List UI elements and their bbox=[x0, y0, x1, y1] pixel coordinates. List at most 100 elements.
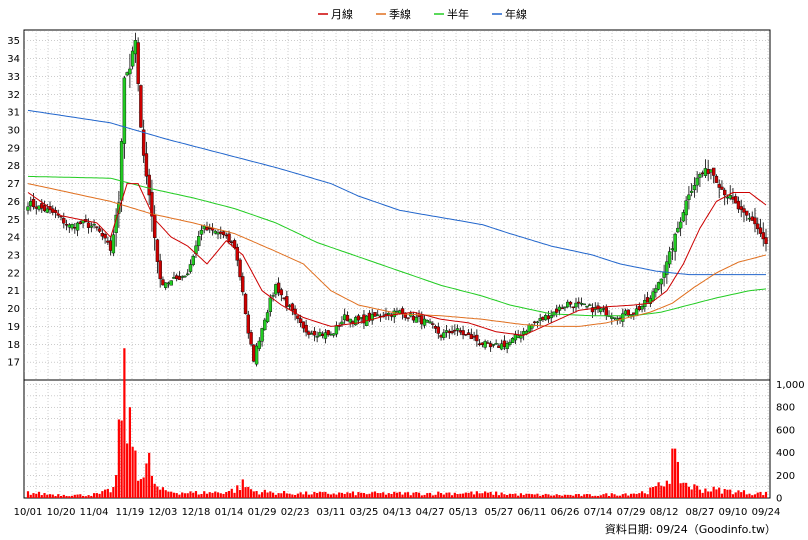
volume-bar bbox=[654, 486, 657, 498]
candle-body bbox=[563, 306, 567, 309]
candle-body bbox=[477, 343, 482, 345]
x-tick-label: 08/27 bbox=[685, 507, 714, 518]
volume-bar bbox=[194, 491, 198, 498]
candle-body bbox=[183, 275, 187, 278]
candle-body bbox=[147, 174, 151, 196]
candle-body bbox=[656, 282, 661, 290]
volume-bar bbox=[238, 490, 242, 498]
volume-bar bbox=[591, 495, 594, 498]
candle-body bbox=[745, 210, 749, 216]
volume-bar bbox=[497, 495, 500, 498]
candle-body bbox=[125, 72, 129, 76]
candle-body bbox=[95, 226, 99, 228]
candle-body bbox=[301, 321, 306, 329]
candle-body bbox=[111, 234, 116, 254]
volume-bar bbox=[712, 486, 715, 498]
candle-body bbox=[508, 341, 512, 345]
volume-bar bbox=[577, 493, 580, 498]
candle-body bbox=[169, 280, 173, 286]
volume-bar bbox=[148, 452, 151, 498]
volume-bar bbox=[266, 492, 269, 498]
volume-bar bbox=[349, 493, 352, 498]
volume-bar bbox=[181, 492, 184, 498]
volume-bar bbox=[401, 494, 404, 498]
volume-bar bbox=[552, 495, 556, 498]
volume-bar bbox=[73, 494, 76, 498]
volume-bar bbox=[142, 477, 145, 498]
candle-body bbox=[676, 227, 680, 233]
volume-bar bbox=[216, 492, 220, 498]
volume-bar bbox=[329, 494, 333, 498]
volume-bar bbox=[426, 493, 429, 498]
volume-bar bbox=[299, 492, 302, 498]
candle-body bbox=[753, 217, 757, 225]
volume-bar bbox=[406, 492, 410, 498]
candle-body bbox=[665, 261, 669, 275]
volume-bar bbox=[635, 493, 638, 498]
volume-bar bbox=[588, 494, 591, 498]
candle-body bbox=[756, 223, 760, 230]
volume-bar bbox=[79, 494, 82, 498]
volume-bar bbox=[365, 494, 368, 498]
volume-bar bbox=[32, 493, 35, 498]
candle-body bbox=[73, 227, 77, 229]
volume-tick-label: 200 bbox=[776, 471, 795, 482]
candle-body bbox=[722, 189, 727, 196]
volume-bar bbox=[134, 450, 137, 498]
volume-bar bbox=[481, 493, 484, 498]
volume-bar bbox=[423, 494, 426, 498]
price-tick-label: 32 bbox=[7, 90, 20, 101]
candle-body bbox=[144, 153, 149, 177]
candle-body bbox=[235, 246, 239, 261]
x-tick-label: 11/04 bbox=[80, 507, 109, 518]
volume-bar bbox=[679, 483, 682, 498]
volume-bar bbox=[332, 493, 335, 498]
volume-bar bbox=[707, 491, 710, 498]
candle-body bbox=[70, 224, 74, 229]
volume-bar bbox=[137, 480, 140, 498]
candle-body bbox=[717, 184, 721, 188]
x-tick-label: 02/23 bbox=[281, 507, 310, 518]
candle-body bbox=[252, 344, 256, 362]
x-tick-label: 01/14 bbox=[215, 507, 244, 518]
volume-bar bbox=[398, 491, 401, 498]
volume-bar bbox=[676, 461, 679, 498]
candle-body bbox=[516, 335, 520, 338]
volume-bar bbox=[244, 487, 247, 498]
volume-bar bbox=[690, 489, 693, 498]
volume-bar bbox=[112, 487, 115, 498]
volume-bar bbox=[37, 491, 41, 498]
volume-bar bbox=[233, 492, 236, 498]
candle-body bbox=[610, 316, 614, 319]
volume-bar bbox=[271, 492, 275, 498]
candle-body bbox=[560, 307, 564, 310]
volume-bar bbox=[723, 488, 726, 498]
candle-body bbox=[645, 297, 650, 303]
candle-body bbox=[128, 68, 132, 75]
candle-body bbox=[466, 332, 471, 335]
candle-body bbox=[186, 273, 190, 276]
volume-bar bbox=[139, 479, 143, 498]
candle-body bbox=[700, 172, 705, 175]
x-tick-label: 11/19 bbox=[115, 507, 144, 518]
volume-bar bbox=[189, 491, 192, 498]
candle-body bbox=[411, 315, 416, 321]
volume-bar bbox=[126, 443, 129, 498]
volume-bar bbox=[473, 494, 476, 498]
candle-body bbox=[103, 234, 107, 239]
volume-bar bbox=[500, 492, 503, 498]
volume-bar bbox=[729, 489, 732, 498]
candle-body bbox=[31, 198, 36, 208]
volume-tick-label: 0 bbox=[776, 494, 782, 505]
volume-bar bbox=[156, 486, 159, 498]
volume-bar bbox=[362, 493, 366, 498]
candle-body bbox=[106, 240, 110, 243]
volume-bar bbox=[48, 494, 52, 498]
volume-bar bbox=[203, 491, 206, 498]
candle-body bbox=[254, 345, 259, 365]
candle-body bbox=[243, 293, 248, 315]
volume-bar bbox=[514, 493, 517, 498]
candle-body bbox=[329, 333, 333, 336]
volume-bar bbox=[561, 495, 564, 498]
